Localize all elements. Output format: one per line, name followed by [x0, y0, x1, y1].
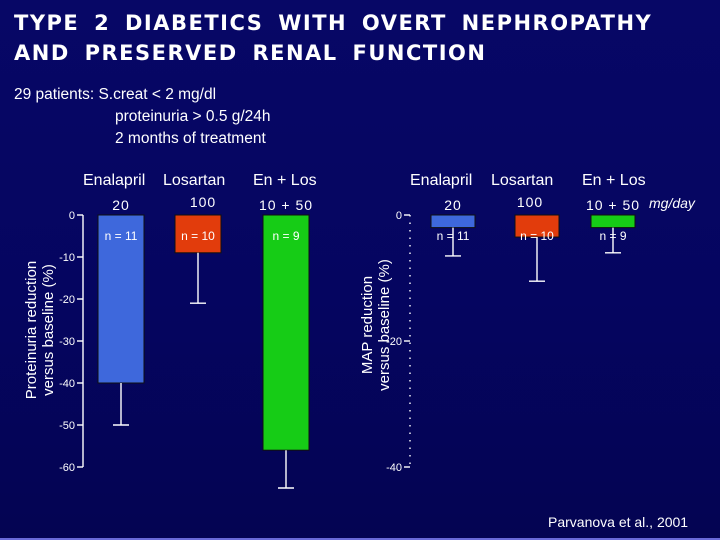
proteinuria-y-tick-label: -50 — [59, 420, 75, 432]
proteinuria-category-label: Losartan — [163, 172, 225, 189]
proteinuria-y-tick-label: -20 — [59, 294, 75, 306]
map-error-bar-2 — [529, 237, 545, 282]
map-n-label: n = 9 — [599, 229, 626, 243]
proteinuria-dose-label: 10 + 50 — [259, 197, 313, 213]
proteinuria-y-tick-label: 0 — [69, 210, 75, 222]
map-error-bar-1 — [445, 227, 461, 257]
proteinuria-bar-2 — [174, 214, 222, 254]
map-category-label: Enalapril — [410, 172, 472, 189]
map-dose-label: 100 — [517, 194, 543, 210]
bottom-rule — [0, 538, 720, 540]
proteinuria-bar-1 — [97, 214, 145, 384]
citation: Parvanova et al., 2001 — [548, 514, 689, 530]
proteinuria-category-label: En + Los — [253, 172, 317, 189]
proteinuria-dose-label: 100 — [190, 194, 216, 210]
map-n-label: n = 10 — [520, 229, 554, 243]
proteinuria-y-tick-label: -60 — [59, 462, 75, 474]
map-n-label: n = 11 — [437, 229, 470, 243]
slide-title: TYPE 2 DIABETICS WITH OVERT NEPHROPATHY … — [14, 11, 653, 65]
patients-line: 29 patients: S.creat < 2 mg/dl — [14, 86, 217, 103]
map-y-tick-label: 0 — [396, 210, 402, 222]
proteinuria-error-bar-2 — [190, 252, 206, 304]
proteinuria-n-label: n = 10 — [181, 229, 215, 243]
proteinuria-y-tick-label: -30 — [59, 336, 75, 348]
proteinuria-n-label: n = 11 — [105, 229, 138, 243]
map-dose-label: 20 — [444, 197, 462, 213]
map-dose-label: 10 + 50 — [586, 197, 640, 213]
proteinuria-category-label: Enalapril — [83, 172, 145, 189]
map-error-bar-3 — [605, 227, 621, 254]
proteinuria-dose-label: 20 — [112, 197, 130, 213]
proteinuria-error-bar-3 — [278, 450, 294, 489]
map-y-tick-label: -20 — [386, 336, 402, 348]
treatment-duration: 2 months of treatment — [115, 130, 266, 147]
proteinuria-criteria: proteinuria > 0.5 g/24h — [115, 108, 271, 125]
proteinuria-y-tick-label: -40 — [59, 378, 75, 390]
proteinuria-error-bar-1 — [113, 383, 129, 426]
proteinuria-bar-3 — [262, 214, 310, 451]
proteinuria-y-tick-label: -10 — [59, 252, 75, 264]
map-bar-1 — [430, 214, 476, 229]
map-category-label: Losartan — [491, 172, 553, 189]
map-dose-unit: mg/day — [649, 195, 696, 211]
map-bar-3 — [590, 214, 636, 229]
map-y-tick-label: -40 — [386, 462, 402, 474]
map-category-label: En + Los — [582, 172, 646, 189]
proteinuria-n-label: n = 9 — [272, 229, 299, 243]
